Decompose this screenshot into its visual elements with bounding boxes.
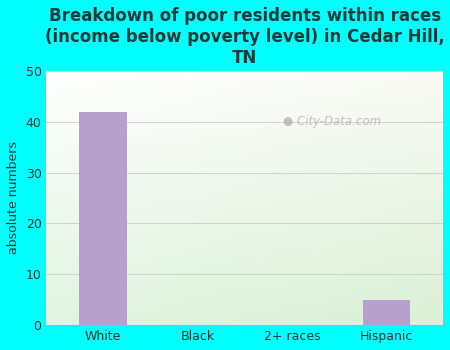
Text: ● City-Data.com: ● City-Data.com	[283, 115, 381, 128]
Title: Breakdown of poor residents within races
(income below poverty level) in Cedar H: Breakdown of poor residents within races…	[45, 7, 445, 66]
Bar	[363, 300, 410, 325]
Bar	[79, 112, 126, 325]
Y-axis label: absolute numbers: absolute numbers	[7, 142, 20, 254]
